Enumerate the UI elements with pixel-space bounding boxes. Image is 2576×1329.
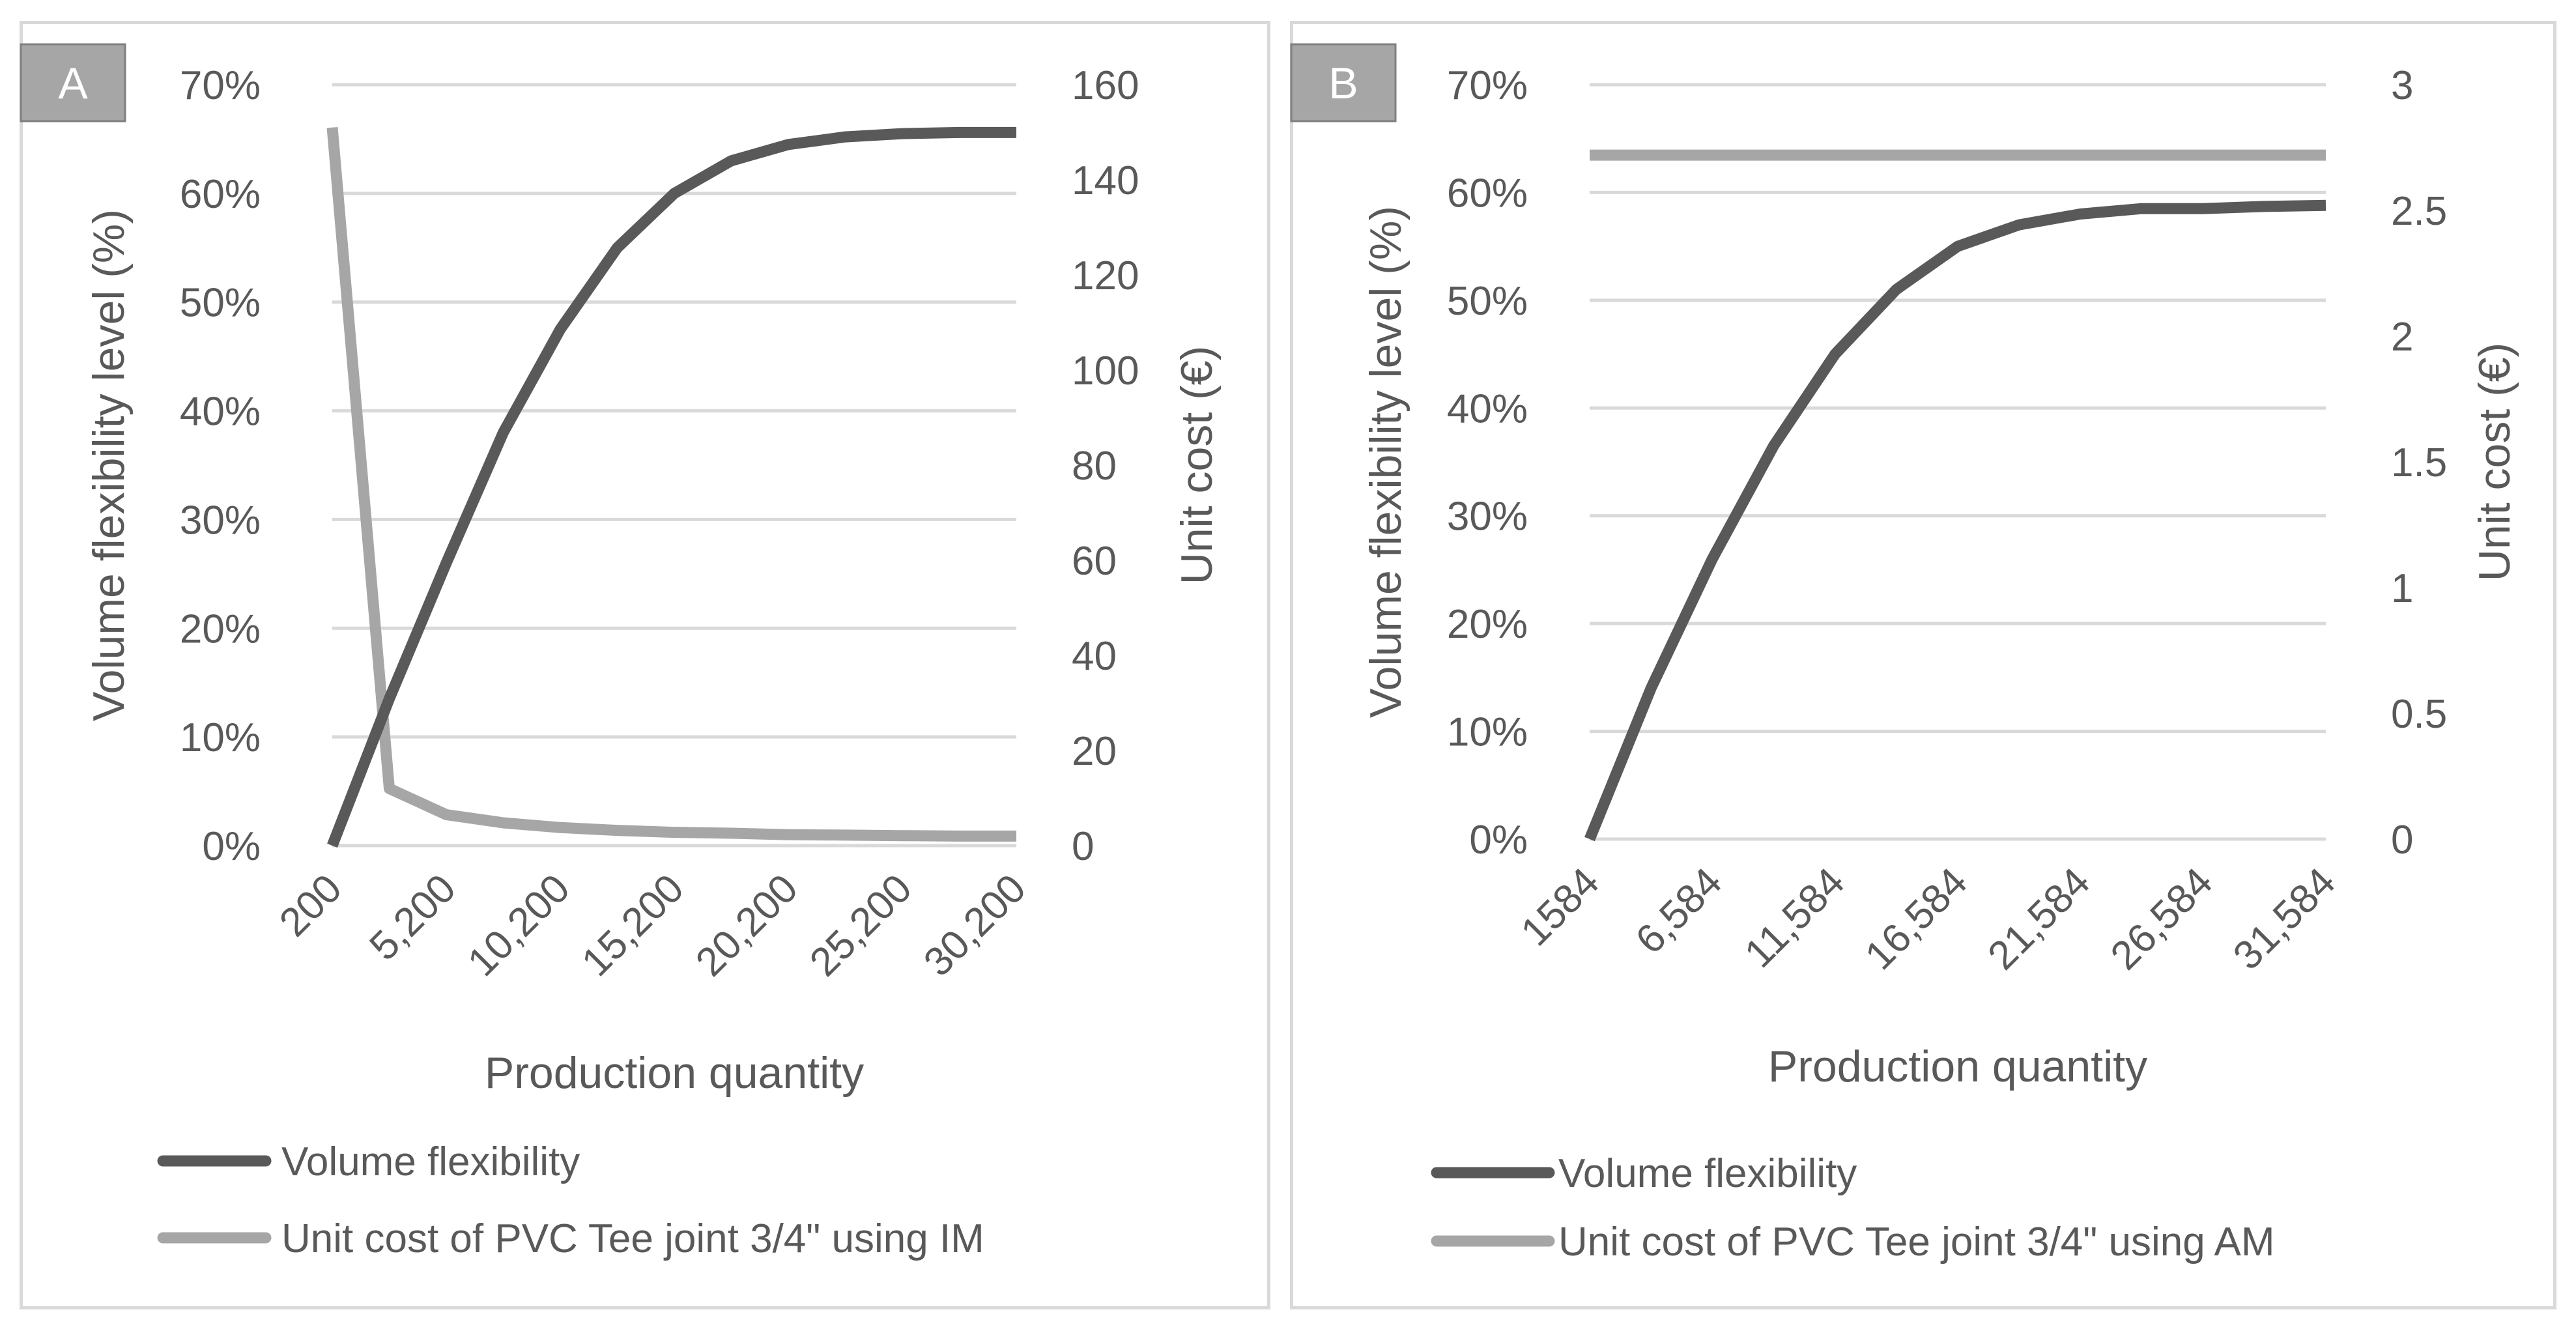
left-axis-tick-label: 40%	[180, 390, 261, 435]
left-axis-tick-label: 10%	[1447, 710, 1528, 755]
right-axis-tick-label: 80	[1072, 444, 1117, 489]
left-axis-tick-label: 50%	[1447, 279, 1528, 324]
x-axis-title: Production quantity	[1768, 1042, 2147, 1091]
chart-panel-a	[20, 21, 1270, 1309]
right-axis-tick-label: 60	[1072, 539, 1117, 584]
left-axis-title: Volume flexibility level (%)	[84, 209, 134, 721]
left-axis-tick-label: 70%	[180, 63, 261, 108]
right-axis-tick-label: 3	[2391, 63, 2413, 108]
x-axis-title: Production quantity	[485, 1048, 864, 1098]
right-axis-tick-label: 160	[1072, 63, 1139, 108]
panel-badge	[1290, 43, 1397, 122]
left-axis-tick-label: 50%	[180, 281, 261, 326]
x-axis-tick-label: 15,200	[573, 866, 693, 985]
x-axis-tick-label: 26,584	[2102, 859, 2222, 979]
x-axis-tick-label: 20,200	[687, 866, 807, 985]
left-axis-tick-label: 60%	[180, 172, 261, 217]
x-axis-tick-label: 31,584	[2225, 859, 2344, 979]
x-axis-tick-label: 10,200	[459, 866, 579, 985]
left-axis-tick-label: 0%	[1469, 818, 1528, 863]
left-axis-tick-label: 60%	[1447, 171, 1528, 216]
panel-badge-label: A	[58, 59, 88, 108]
left-axis-tick-label: 0%	[202, 824, 261, 869]
x-axis-tick-label: 1584	[1513, 859, 1608, 954]
x-axis-tick-label: 21,584	[1979, 859, 2098, 979]
legend-label-unit-cost: Unit cost of PVC Tee joint 3/4" using AM	[1558, 1220, 2275, 1265]
x-axis-tick-label: 30,200	[915, 866, 1035, 985]
right-axis-tick-label: 1.5	[2391, 440, 2447, 485]
right-axis-tick-label: 0	[1072, 824, 1094, 869]
series-line-volume-flexibility	[1584, 199, 2326, 842]
right-axis-tick-label: 2	[2391, 315, 2413, 360]
legend-label-unit-cost: Unit cost of PVC Tee joint 3/4" using IM	[281, 1216, 984, 1261]
legend-label-volume-flexibility: Volume flexibility	[1558, 1151, 1857, 1196]
right-axis-tick-label: 140	[1072, 158, 1139, 203]
left-axis-tick-label: 30%	[1447, 494, 1528, 539]
right-axis-tick-label: 2.5	[2391, 189, 2447, 234]
left-axis-tick-label: 70%	[1447, 63, 1528, 108]
right-axis-tick-label: 20	[1072, 729, 1117, 774]
x-axis-tick-label: 16,584	[1857, 859, 1976, 979]
chart-b: B 0% 10% 20% 30% 40% 50% 60% 70% 0 0.5 1 1.5 2 2.5 3 158…	[1290, 43, 2519, 1265]
left-axis-tick-label: 20%	[180, 607, 261, 651]
right-axis-tick-label: 1	[2391, 566, 2413, 611]
x-axis-tick-label: 200	[271, 866, 351, 945]
right-axis-title: Unit cost (€)	[2470, 343, 2519, 582]
series-line-unit-cost	[326, 126, 1016, 842]
x-axis-tick-label: 5,200	[361, 866, 465, 969]
right-axis-tick-label: 100	[1072, 349, 1139, 393]
left-axis-tick-label: 10%	[180, 715, 261, 760]
right-axis-tick-label: 40	[1072, 634, 1117, 679]
right-axis-tick-label: 120	[1072, 253, 1139, 298]
panel-badge-label: B	[1328, 59, 1358, 108]
right-axis-tick-label: 0	[2391, 818, 2413, 863]
right-axis-title: Unit cost (€)	[1172, 346, 1222, 585]
legend-label-volume-flexibility: Volume flexibility	[281, 1139, 580, 1184]
chart-panel-b	[1290, 21, 2556, 1309]
right-axis-tick-label: 0.5	[2391, 692, 2447, 737]
left-axis-tick-label: 20%	[1447, 602, 1528, 647]
series-line-volume-flexibility	[327, 126, 1016, 848]
panel-badge	[20, 43, 126, 122]
x-axis-tick-label: 11,584	[1736, 859, 1853, 977]
left-axis-title: Volume flexibility level (%)	[1361, 206, 1410, 718]
x-axis-tick-label: 25,200	[801, 866, 921, 985]
left-axis-tick-label: 40%	[1447, 386, 1528, 431]
chart-a: A 0% 10% 20% 30% 40% 50% 60% 70% 0 20 40 60 80 100 120 1…	[20, 43, 1222, 1261]
x-axis-tick-label: 6,584	[1627, 859, 1731, 963]
left-axis-tick-label: 30%	[180, 498, 261, 543]
